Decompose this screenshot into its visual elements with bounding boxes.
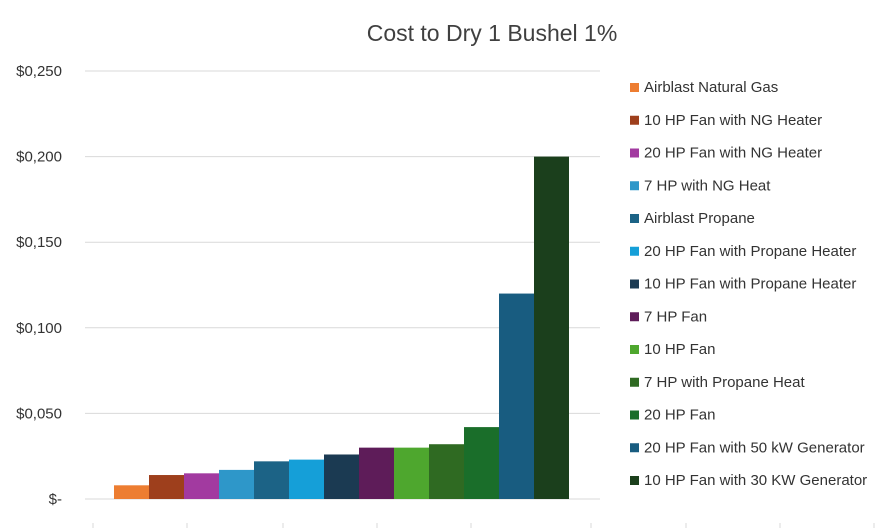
- legend-swatch: [630, 410, 639, 420]
- y-tick-label: $0,250: [16, 63, 62, 80]
- legend-swatch: [630, 148, 639, 158]
- legend-swatch: [630, 246, 639, 256]
- legend-item: 7 HP with NG Heat: [630, 177, 771, 194]
- legend-swatch: [630, 377, 639, 387]
- legend-swatch: [630, 83, 639, 92]
- legend-item: 20 HP Fan with NG Heater: [630, 145, 822, 162]
- bar: [534, 156, 569, 499]
- bar: [324, 454, 359, 499]
- legend-item: 20 HP Fan with Propane Heater: [630, 243, 856, 260]
- legend: Airblast Natural Gas 10 HP Fan with NG He…: [630, 79, 867, 489]
- legend-swatch: [630, 312, 639, 322]
- legend-item: 10 HP Fan with NG Heater: [630, 112, 822, 129]
- legend-label: 20 HP Fan with NG Heater: [644, 145, 822, 162]
- legend-item: 7 HP with Propane Heat: [630, 374, 805, 391]
- legend-item: 20 HP Fan: [630, 407, 715, 424]
- y-axis-tick-labels: $0,250 $0,200 $0,150 $0,100 $0,050 $-: [16, 63, 62, 508]
- legend-label: 20 HP Fan with 50 kW Generator: [644, 439, 865, 456]
- y-tick-label: $0,050: [16, 405, 62, 422]
- legend-item: Airblast Propane: [630, 210, 755, 227]
- legend-label: 10 HP Fan: [644, 341, 715, 358]
- bar: [429, 444, 464, 499]
- legend-swatch: [630, 115, 639, 125]
- legend-item: 10 HP Fan with 30 KW Generator: [630, 472, 867, 489]
- chart-title: Cost to Dry 1 Bushel 1%: [367, 20, 618, 46]
- legend-item: 20 HP Fan with 50 kW Generator: [630, 439, 865, 456]
- legend-label: 10 HP Fan with NG Heater: [644, 112, 822, 129]
- legend-label: 20 HP Fan: [644, 407, 715, 424]
- legend-swatch: [630, 443, 639, 453]
- legend-label: 7 HP Fan: [644, 308, 707, 325]
- bar: [394, 447, 429, 499]
- y-tick-label: $0,150: [16, 234, 62, 251]
- x-axis-ticks: [92, 523, 875, 528]
- bar: [184, 473, 219, 499]
- legend-label: 20 HP Fan with Propane Heater: [644, 243, 856, 260]
- legend-item: 7 HP Fan: [630, 308, 707, 325]
- bar: [289, 459, 324, 499]
- legend-label: 10 HP Fan with Propane Heater: [644, 276, 856, 293]
- bar: [219, 469, 254, 499]
- y-tick-label: $0,200: [16, 149, 62, 166]
- legend-swatch: [630, 214, 639, 223]
- legend-item: Airblast Natural Gas: [630, 79, 778, 96]
- legend-swatch: [630, 279, 639, 289]
- bar: [499, 293, 534, 499]
- legend-label: 7 HP with Propane Heat: [644, 374, 805, 391]
- legend-swatch: [630, 181, 639, 191]
- legend-swatch: [630, 345, 639, 354]
- y-tick-label: $-: [49, 491, 62, 508]
- bar: [254, 461, 289, 499]
- bar: [149, 475, 184, 499]
- legend-swatch: [630, 476, 639, 485]
- bar: [359, 447, 394, 499]
- legend-label: 7 HP with NG Heat: [644, 177, 771, 194]
- legend-item: 10 HP Fan with Propane Heater: [630, 276, 856, 293]
- legend-label: Airblast Propane: [644, 210, 755, 227]
- bar: [464, 427, 499, 499]
- legend-item: 10 HP Fan: [630, 341, 715, 358]
- legend-label: 10 HP Fan with 30 KW Generator: [644, 472, 867, 489]
- bar: [114, 485, 149, 499]
- bars: [114, 156, 569, 499]
- y-tick-label: $0,100: [16, 320, 62, 337]
- legend-label: Airblast Natural Gas: [644, 79, 778, 96]
